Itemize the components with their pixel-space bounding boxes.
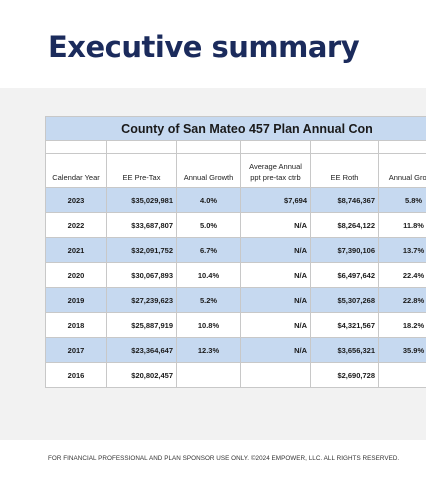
table-cell: 5.2% — [176, 287, 241, 313]
data-row: 2017 $23,364,647 12.3% N/A $3,656,321 35.9% — [45, 337, 426, 363]
empty-cell — [240, 140, 311, 154]
empty-cell — [378, 362, 426, 388]
spacer-row — [45, 140, 426, 154]
empty-cell — [310, 140, 379, 154]
header-row: Calendar Year EE Pre-Tax Annual Growth Aver… — [45, 153, 426, 188]
table-title: County of San Mateo 457 Plan Annual Con — [45, 116, 426, 141]
table-cell: $2,690,728 — [310, 362, 379, 388]
table-cell: $33,687,807 — [106, 212, 177, 238]
empty-cell — [176, 362, 241, 388]
column-header: EE Roth — [310, 153, 379, 188]
table-cell: 22.4% — [378, 262, 426, 288]
table-cell: N/A — [240, 287, 311, 313]
table-cell: 6.7% — [176, 237, 241, 263]
table-cell: $20,802,457 — [106, 362, 177, 388]
data-row: 2023 $35,029,981 4.0% $7,694 $8,746,367 5.8% — [45, 187, 426, 213]
table-cell: 22.8% — [378, 287, 426, 313]
table-cell: $30,067,893 — [106, 262, 177, 288]
empty-cell — [45, 140, 107, 154]
column-header: Annual Growth — [378, 153, 426, 188]
table-cell: 18.2% — [378, 312, 426, 338]
column-header: EE Pre-Tax — [106, 153, 177, 188]
footer-text: FOR FINANCIAL PROFESSIONAL AND PLAN SPON… — [48, 455, 400, 462]
column-header: Average Annual ppt pre-tax ctrb — [240, 153, 311, 188]
table-cell: $23,364,647 — [106, 337, 177, 363]
table-cell: $7,694 — [240, 187, 311, 213]
table-cell: $25,887,919 — [106, 312, 177, 338]
table-cell: 35.9% — [378, 337, 426, 363]
table-cell: $3,656,321 — [310, 337, 379, 363]
table-cell: 2022 — [45, 212, 107, 238]
data-row: 2016 $20,802,457 $2,690,728 — [45, 362, 426, 388]
table-cell: 2018 — [45, 312, 107, 338]
empty-cell — [378, 140, 426, 154]
table-cell: 10.4% — [176, 262, 241, 288]
table-cell: 2016 — [45, 362, 107, 388]
table-cell: $8,264,122 — [310, 212, 379, 238]
table-cell: 11.8% — [378, 212, 426, 238]
table-cell: N/A — [240, 312, 311, 338]
empty-cell — [106, 140, 177, 154]
table-cell: $35,029,981 — [106, 187, 177, 213]
data-row: 2019 $27,239,623 5.2% N/A $5,307,268 22.8% — [45, 287, 426, 313]
empty-cell — [176, 140, 241, 154]
data-row: 2018 $25,887,919 10.8% N/A $4,321,567 18.2% — [45, 312, 426, 338]
table-cell: N/A — [240, 237, 311, 263]
table-cell: N/A — [240, 212, 311, 238]
table-cell: 5.8% — [378, 187, 426, 213]
table-cell: 2020 — [45, 262, 107, 288]
table-title-row: County of San Mateo 457 Plan Annual Con — [45, 116, 426, 141]
column-header: Calendar Year — [45, 153, 107, 188]
data-row: 2021 $32,091,752 6.7% N/A $7,390,106 13.7% — [45, 237, 426, 263]
empty-cell — [240, 362, 311, 388]
table-cell: 2021 — [45, 237, 107, 263]
table-cell: $5,307,268 — [310, 287, 379, 313]
table-cell: 4.0% — [176, 187, 241, 213]
table-cell: 2019 — [45, 287, 107, 313]
table-cell: 10.8% — [176, 312, 241, 338]
table-container: County of San Mateo 457 Plan Annual Con C… — [45, 116, 426, 391]
table-cell: $27,239,623 — [106, 287, 177, 313]
table-cell: $32,091,752 — [106, 237, 177, 263]
table-cell: N/A — [240, 262, 311, 288]
table-cell: 5.0% — [176, 212, 241, 238]
summary-table: County of San Mateo 457 Plan Annual Con C… — [45, 116, 426, 388]
table-cell: 2017 — [45, 337, 107, 363]
data-row: 2020 $30,067,893 10.4% N/A $6,497,642 22.4% — [45, 262, 426, 288]
table-cell: 2023 — [45, 187, 107, 213]
table-cell: $6,497,642 — [310, 262, 379, 288]
table-cell: $7,390,106 — [310, 237, 379, 263]
page-title: Executive summary — [48, 30, 360, 64]
table-cell: $8,746,367 — [310, 187, 379, 213]
table-cell: 12.3% — [176, 337, 241, 363]
column-header: Annual Growth — [176, 153, 241, 188]
table-cell: 13.7% — [378, 237, 426, 263]
table-cell: N/A — [240, 337, 311, 363]
table-cell: $4,321,567 — [310, 312, 379, 338]
data-row: 2022 $33,687,807 5.0% N/A $8,264,122 11.8% — [45, 212, 426, 238]
